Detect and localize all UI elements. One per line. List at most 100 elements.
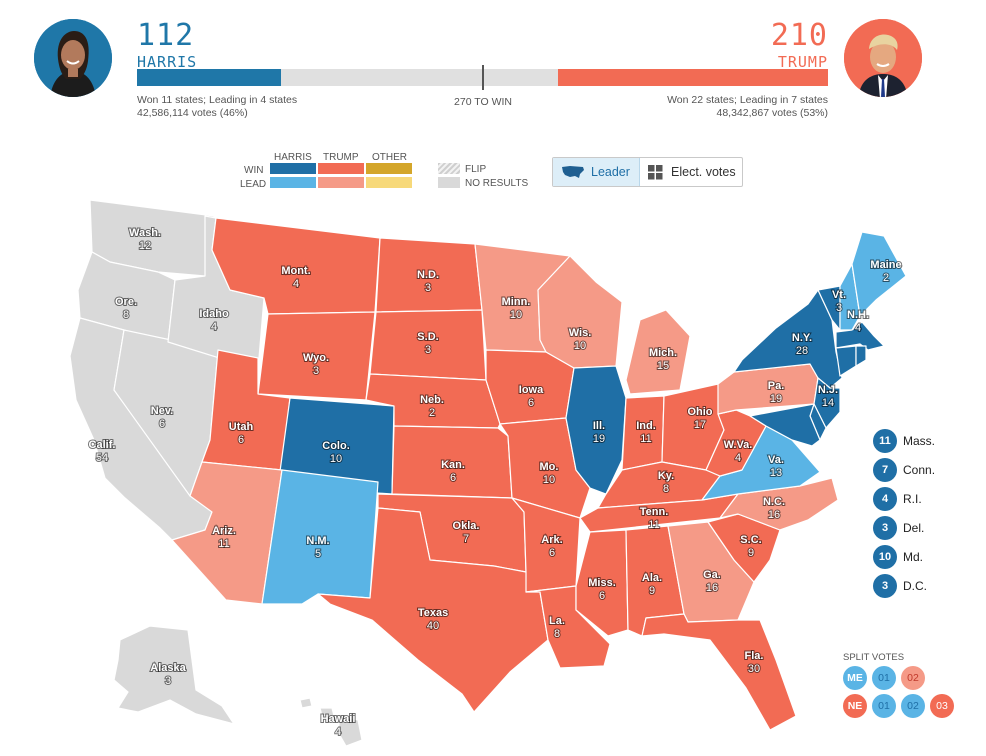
leader-view-label: Leader bbox=[591, 165, 630, 179]
label-la: La. bbox=[549, 615, 565, 627]
harris-avatar bbox=[34, 19, 112, 97]
harris-name: HARRIS bbox=[137, 53, 198, 71]
harris-stats: Won 11 states; Leading in 4 states 42,58… bbox=[137, 94, 297, 120]
state-fl[interactable] bbox=[641, 613, 797, 731]
ev-ky: 8 bbox=[663, 483, 669, 495]
legend-no-results-label: NO RESULTS bbox=[465, 178, 529, 189]
label-wa: Wash. bbox=[129, 227, 161, 239]
label-tx: Texas bbox=[418, 607, 448, 619]
ev-wv: 4 bbox=[735, 452, 741, 464]
state-ak[interactable] bbox=[113, 625, 235, 725]
us-map-icon bbox=[562, 166, 584, 178]
ev-sd: 3 bbox=[425, 344, 431, 356]
legend-trump-lead-swatch bbox=[318, 177, 364, 188]
label-or: Ore. bbox=[115, 296, 137, 308]
electoral-vote-bar bbox=[137, 65, 828, 90]
label-fl: Fla. bbox=[745, 650, 764, 662]
small-state-ev-badge: 3 bbox=[873, 516, 897, 540]
label-ny: N.Y. bbox=[792, 332, 812, 344]
small-state-ev-badge: 3 bbox=[873, 574, 897, 598]
ev-nc: 16 bbox=[768, 509, 780, 521]
state-md[interactable] bbox=[749, 403, 821, 447]
label-nm: N.M. bbox=[306, 535, 329, 547]
split-me-state[interactable]: ME bbox=[843, 666, 867, 690]
small-state-name: Conn. bbox=[903, 463, 936, 477]
ev-nj: 14 bbox=[822, 397, 834, 409]
harris-portrait-icon bbox=[34, 19, 112, 97]
trump-popular-vote: 48,342,867 votes (53%) bbox=[716, 107, 829, 119]
label-sd: S.D. bbox=[417, 331, 438, 343]
label-me: Maine bbox=[870, 259, 901, 271]
ev-sc: 9 bbox=[748, 547, 754, 559]
harris-bar-fill bbox=[137, 69, 281, 86]
ev-ms: 6 bbox=[599, 590, 605, 602]
ev-in: 11 bbox=[640, 433, 651, 445]
label-tn: Tenn. bbox=[640, 506, 669, 518]
legend-flip-swatch bbox=[438, 163, 460, 174]
label-wv: W.Va. bbox=[724, 439, 753, 451]
state-mi[interactable] bbox=[625, 309, 691, 395]
legend-other-win-swatch bbox=[366, 163, 412, 174]
state-me[interactable] bbox=[851, 231, 907, 317]
label-nc: N.C. bbox=[763, 496, 785, 508]
ev-wa: 12 bbox=[139, 240, 151, 252]
legend-col-harris: HARRIS bbox=[274, 152, 312, 163]
split-me-district-2[interactable]: 02 bbox=[901, 666, 925, 690]
ev-ne: 2 bbox=[429, 407, 435, 419]
ev-ut: 6 bbox=[238, 434, 244, 446]
state-ri[interactable] bbox=[855, 345, 867, 367]
state-wv[interactable] bbox=[705, 409, 767, 477]
small-state-ev-badge: 7 bbox=[873, 458, 897, 482]
label-nh: N.H. bbox=[847, 309, 869, 321]
state-tx[interactable] bbox=[317, 507, 549, 713]
split-me-district-1[interactable]: 01 bbox=[872, 666, 896, 690]
label-oh: Ohio bbox=[687, 406, 712, 418]
label-wi: Wis. bbox=[569, 327, 592, 339]
trump-states-summary: Won 22 states; Leading in 7 states bbox=[667, 94, 828, 106]
trump-stats: Won 22 states; Leading in 7 states 48,34… bbox=[667, 94, 828, 120]
ev-va: 13 bbox=[770, 467, 782, 479]
state-ct[interactable] bbox=[835, 345, 857, 377]
label-sc: S.C. bbox=[740, 534, 761, 546]
ev-ar: 6 bbox=[549, 547, 555, 559]
small-state-name: D.C. bbox=[903, 579, 927, 593]
ev-mt: 4 bbox=[293, 278, 299, 290]
small-state-name: Mass. bbox=[903, 434, 936, 448]
ev-oh: 17 bbox=[694, 419, 706, 431]
ev-ga: 16 bbox=[706, 582, 718, 594]
label-ak: Alaska bbox=[150, 662, 186, 674]
small-state-ev-badge: 4 bbox=[873, 487, 897, 511]
ev-ny: 28 bbox=[796, 345, 808, 357]
ev-tn: 11 bbox=[648, 519, 659, 531]
us-election-map: Wash. 12 Ore. 8 Calif. 54 Nev. 6 Idaho 4… bbox=[69, 199, 907, 747]
ev-hi: 4 bbox=[335, 726, 341, 738]
leader-view-button[interactable]: Leader bbox=[553, 158, 640, 186]
ev-mn: 10 bbox=[510, 309, 522, 321]
split-ne-district-3[interactable]: 03 bbox=[930, 694, 954, 718]
small-state-name: Del. bbox=[903, 521, 925, 535]
state-nh[interactable] bbox=[839, 263, 861, 331]
ev-mo: 10 bbox=[543, 474, 555, 486]
split-ne-district-2[interactable]: 02 bbox=[901, 694, 925, 718]
label-pa: Pa. bbox=[768, 380, 785, 392]
split-ne-state[interactable]: NE bbox=[843, 694, 867, 718]
label-ok: Okla. bbox=[453, 520, 480, 532]
ev-me: 2 bbox=[883, 272, 889, 284]
label-il: Ill. bbox=[593, 420, 605, 432]
split-ne-district-1[interactable]: 01 bbox=[872, 694, 896, 718]
label-mo: Mo. bbox=[540, 461, 559, 473]
map-view-toggle: Leader Elect. votes bbox=[552, 157, 743, 187]
legend-harris-win-swatch bbox=[270, 163, 316, 174]
legend-row-lead: LEAD bbox=[240, 179, 267, 190]
electoral-votes-view-button[interactable]: Elect. votes bbox=[641, 158, 743, 186]
harris-electoral-votes: 112 bbox=[137, 18, 195, 53]
label-va: Va. bbox=[768, 454, 784, 466]
win-threshold-marker bbox=[482, 65, 484, 90]
ev-il: 19 bbox=[593, 433, 605, 445]
trump-bar-fill bbox=[558, 69, 828, 86]
label-al: Ala. bbox=[642, 572, 662, 584]
label-az: Ariz. bbox=[212, 525, 236, 537]
label-ky: Ky. bbox=[658, 470, 674, 482]
ev-ks: 6 bbox=[450, 472, 456, 484]
state-hi[interactable] bbox=[299, 697, 363, 747]
